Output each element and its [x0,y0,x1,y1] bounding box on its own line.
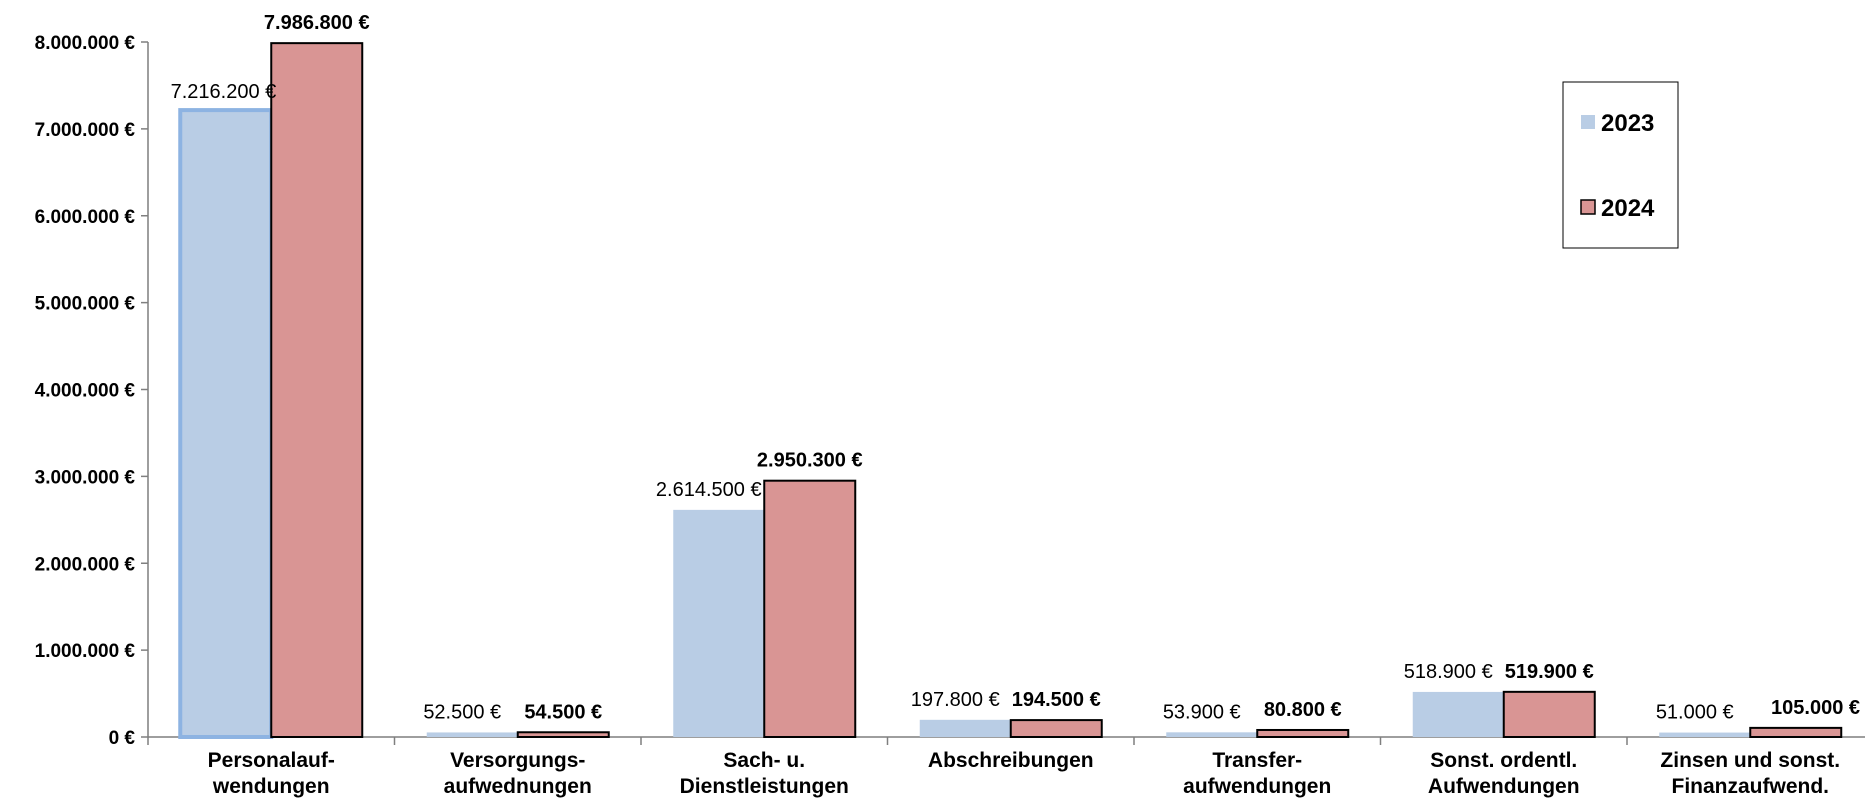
legend-swatch-2023 [1581,115,1595,129]
x-tick-label: Personalauf-wendungen [208,749,335,798]
x-tick-label-line: aufwendungen [1183,775,1331,798]
legend: 2023 2024 [1562,81,1679,249]
bar-2023 [178,108,274,739]
legend-swatch-2024 [1580,199,1596,215]
data-label-2023: 7.216.200 € [171,81,277,103]
bar-2023 [1166,732,1258,737]
bar-2024 [516,731,610,739]
x-tick-label-line: Transfer- [1212,749,1302,772]
legend-box [1562,81,1679,249]
x-tick-label-line: aufwednungen [444,775,592,798]
y-tick-label: 5.000.000 € [35,294,136,315]
x-axis: Personalauf-wendungen Versorgungs-aufwedn… [147,736,1865,798]
x-tick-label-line: Aufwendungen [1428,775,1580,798]
x-tick-label-line: Finanzaufwend. [1672,775,1830,798]
bars [178,42,1843,739]
bar-2023 [426,732,518,737]
x-tick-label: Transfer-aufwendungen [1183,749,1331,798]
bar-2023 [919,719,1011,737]
data-label-2023: 53.900 € [1163,701,1241,723]
x-tick-label-line: Personalauf- [208,749,335,772]
x-tick-label: Versorgungs-aufwednungen [444,749,592,798]
y-axis: 0 € 1.000.000 € 2.000.000 € 3.000.000 € 4.00… [35,33,149,749]
data-label-2024: 54.500 € [524,701,602,723]
bar-2023 [1659,732,1751,737]
data-label-2023: 197.800 € [911,689,1000,711]
data-label-2024: 7.986.800 € [264,12,370,34]
data-label-2024: 80.800 € [1264,699,1342,721]
y-tick-label: 4.000.000 € [35,381,136,402]
x-tick-label: Zinsen und sonst. Finanzaufwend. [1660,749,1840,798]
bar-2023 [673,509,765,737]
y-tick-label: 1.000.000 € [35,641,136,662]
bar-2024 [1502,690,1596,738]
x-tick-label-line: Zinsen und sonst. [1660,749,1840,772]
x-tick-label-line: Sonst. ordentl. [1430,749,1577,772]
x-tick-label-line: Abschreibungen [928,749,1094,772]
x-tick-label: Abschreibungen [928,749,1094,772]
bar-2024 [1256,728,1350,739]
x-tick-label: Sonst. ordentl. Aufwendungen [1428,749,1580,798]
data-label-2024: 2.950.300 € [757,450,863,472]
x-tick-label-line: Sach- u. [723,749,805,772]
legend-label-2023: 2023 [1601,110,1654,137]
y-tick-label: 8.000.000 € [35,33,136,54]
data-label-2023: 52.500 € [423,701,501,723]
x-tick-label-line: Dienstleistungen [680,775,849,798]
y-tick-label: 3.000.000 € [35,467,136,488]
y-tick-label: 6.000.000 € [35,207,136,228]
x-tick-label-line: wendungen [212,775,330,798]
data-label-2023: 2.614.500 € [656,479,762,501]
x-tick-label-line: Versorgungs- [450,749,585,772]
data-label-2023: 51.000 € [1656,702,1734,724]
legend-label-2024: 2024 [1601,195,1655,222]
data-labels: 7.216.200 € 7.986.800 € 52.500 € 54.500 € 2.… [171,12,1860,723]
bar-2024 [270,42,364,739]
x-tick-label: Sach- u. Dienstleistungen [680,749,849,798]
data-label-2024: 194.500 € [1012,689,1101,711]
y-tick-label: 2.000.000 € [35,554,136,575]
bar-2024 [763,479,857,738]
data-label-2024: 519.900 € [1505,661,1594,683]
data-label-2023: 518.900 € [1404,661,1493,683]
bar-2024 [1749,726,1843,738]
y-tick-label: 0 € [109,728,136,749]
bar-2024 [1009,719,1103,738]
y-tick-label: 7.000.000 € [35,120,136,141]
bar-2023 [1412,691,1504,737]
data-label-2024: 105.000 € [1771,697,1860,719]
